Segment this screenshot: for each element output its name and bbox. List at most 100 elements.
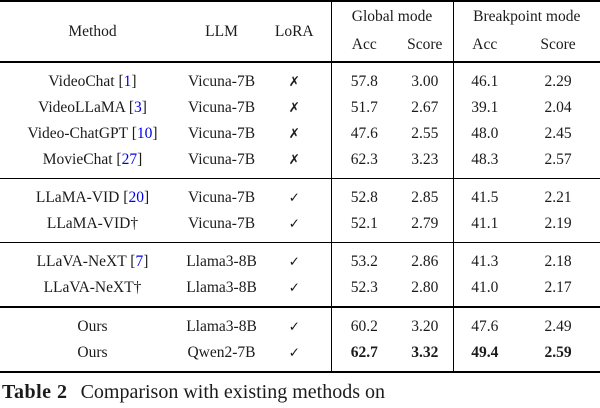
- global-score-cell: 2.85: [411, 189, 439, 206]
- lora-cell: ✗: [258, 147, 331, 179]
- lora-cell: ✓: [258, 340, 331, 372]
- col-header-method: Method: [68, 22, 117, 40]
- table-group: LLaVA-NeXT [7] Llama3-8B ✓ 53.2 2.86 41.3 2.18…: [0, 242, 600, 307]
- table-row: Ours Llama3-8B ✓ 60.2 3.20 47.6 2.49: [0, 307, 600, 340]
- checkmark-icon: ✓: [288, 319, 300, 335]
- citation-link[interactable]: 20: [128, 189, 144, 206]
- lora-cell: ✓: [258, 307, 331, 340]
- breakpoint-acc-cell: 49.4: [452, 340, 516, 372]
- global-score-cell: 3.23: [411, 151, 439, 168]
- checkmark-icon: ✓: [288, 345, 300, 361]
- breakpoint-score-cell: 2.49: [544, 318, 572, 335]
- table-group: VideoChat [1] Vicuna-7B ✗ 57.8 3.00 46.1 2.29 V…: [0, 62, 600, 179]
- citation-link[interactable]: 1: [123, 73, 132, 90]
- global-score-cell: 3.32: [411, 344, 439, 361]
- global-acc-cell: 62.3: [330, 147, 397, 179]
- method-cell: Ours: [77, 344, 108, 361]
- llm-cell: Vicuna-7B: [187, 125, 256, 142]
- table-row: Ours Qwen2-7B ✓ 62.7 3.32 49.4 2.59: [0, 340, 600, 372]
- checkmark-icon: ✓: [288, 216, 300, 232]
- col-header-llm: LLM: [205, 22, 238, 40]
- lora-cell: ✗: [258, 121, 331, 147]
- checkmark-icon: ✓: [288, 190, 300, 206]
- breakpoint-acc-cell: 41.1: [452, 211, 516, 243]
- table-group: LLaMA-VID [20] Vicuna-7B ✓ 52.8 2.85 41.5 2.21…: [0, 178, 600, 243]
- global-score-cell: 2.67: [411, 99, 439, 116]
- table-caption: Table 2 Comparison with existing methods …: [0, 380, 600, 404]
- global-acc-cell: 53.2: [330, 242, 397, 275]
- table-row: LLaMA-VID [20] Vicuna-7B ✓ 52.8 2.85 41.5 2.21: [0, 178, 600, 212]
- citation-link[interactable]: 3: [134, 99, 142, 116]
- global-acc-cell: 52.3: [330, 275, 397, 307]
- table-row: VideoChat [1] Vicuna-7B ✗ 57.8 3.00 46.1 2.29: [0, 62, 600, 95]
- breakpoint-score-cell: 2.29: [544, 73, 572, 90]
- method-cell: VideoChat [1]: [48, 73, 137, 90]
- table-row: LLaMA-VID† Vicuna-7B ✓ 52.1 2.79 41.1 2.19: [0, 211, 600, 243]
- cross-icon: ✗: [288, 74, 300, 90]
- breakpoint-score-cell: 2.59: [544, 344, 572, 361]
- lora-cell: ✓: [258, 243, 331, 276]
- llm-cell: Vicuna-7B: [187, 73, 256, 90]
- breakpoint-acc-cell: 48.3: [452, 147, 516, 179]
- global-score-cell: 3.00: [411, 73, 439, 90]
- table-group: Ours Llama3-8B ✓ 60.2 3.20 47.6 2.49 Ours Qwen2-…: [0, 307, 600, 372]
- global-acc-cell: 57.8: [330, 62, 397, 95]
- table-caption-label: Table 2: [2, 381, 68, 403]
- comparison-table: Method LLM LoRA Global mode Breakpoint m…: [0, 1, 600, 372]
- method-cell: LLaVA-NeXT [7]: [36, 253, 149, 270]
- llm-cell: Qwen2-7B: [187, 344, 256, 361]
- llm-cell: Llama3-8B: [186, 279, 257, 296]
- global-score-cell: 2.79: [411, 215, 439, 232]
- lora-cell: ✓: [258, 275, 331, 307]
- breakpoint-score-cell: 2.21: [544, 189, 572, 206]
- breakpoint-acc-cell: 47.6: [452, 307, 516, 340]
- breakpoint-score-cell: 2.04: [544, 99, 572, 116]
- method-cell: LLaMA-VID†: [46, 215, 139, 232]
- breakpoint-score-cell: 2.17: [544, 279, 572, 296]
- citation-link[interactable]: 27: [121, 151, 138, 168]
- method-cell: Ours: [77, 318, 108, 335]
- col-header-lora: LoRA: [274, 22, 314, 40]
- llm-cell: Vicuna-7B: [187, 151, 256, 168]
- global-acc-cell: 62.7: [330, 340, 397, 372]
- method-cell: LLaVA-NeXT†: [43, 279, 142, 296]
- global-score-cell: 2.86: [411, 253, 439, 270]
- col-header-breakpoint-acc: Acc: [452, 31, 516, 62]
- global-acc-cell: 51.7: [330, 95, 397, 121]
- breakpoint-acc-cell: 48.0: [452, 121, 516, 147]
- lora-cell: ✓: [258, 211, 331, 243]
- col-header-global-score: Score: [407, 35, 443, 53]
- breakpoint-acc-cell: 46.1: [452, 62, 516, 95]
- col-header-breakpoint-score: Score: [540, 35, 576, 53]
- breakpoint-score-cell: 2.19: [544, 215, 572, 232]
- breakpoint-score-cell: 2.45: [544, 125, 572, 142]
- method-cell: MovieChat [27]: [42, 151, 143, 168]
- breakpoint-score-cell: 2.57: [544, 151, 572, 168]
- global-acc-cell: 52.1: [330, 211, 397, 243]
- checkmark-icon: ✓: [288, 254, 300, 270]
- table-row: LLaVA-NeXT† Llama3-8B ✓ 52.3 2.80 41.0 2.17: [0, 275, 600, 307]
- llm-cell: Llama3-8B: [186, 318, 257, 335]
- global-acc-cell: 60.2: [330, 307, 397, 340]
- global-acc-cell: 47.6: [330, 121, 397, 147]
- breakpoint-score-cell: 2.18: [544, 253, 572, 270]
- cross-icon: ✗: [288, 100, 300, 116]
- global-score-cell: 3.20: [411, 318, 439, 335]
- method-cell: LLaMA-VID [20]: [35, 189, 150, 206]
- col-header-global-mode: Global mode: [330, 1, 453, 31]
- breakpoint-acc-cell: 41.3: [452, 242, 516, 275]
- table-row: MovieChat [27] Vicuna-7B ✗ 62.3 3.23 48.3 2.57: [0, 147, 600, 179]
- llm-cell: Vicuna-7B: [187, 99, 256, 116]
- lora-cell: ✓: [258, 179, 331, 212]
- table-caption-text: Comparison with existing methods on: [80, 381, 385, 403]
- table-row: VideoLLaMA [3] Vicuna-7B ✗ 51.7 2.67 39.1 2.04: [0, 95, 600, 121]
- col-header-breakpoint-mode: Breakpoint mode: [452, 1, 600, 31]
- breakpoint-acc-cell: 39.1: [452, 95, 516, 121]
- table-header: Method LLM LoRA Global mode Breakpoint m…: [0, 1, 600, 62]
- table-row: Video-ChatGPT [10] Vicuna-7B ✗ 47.6 2.55 48.0…: [0, 121, 600, 147]
- citation-link[interactable]: 7: [135, 253, 144, 270]
- lora-cell: ✗: [258, 95, 331, 121]
- llm-cell: Vicuna-7B: [187, 189, 256, 206]
- citation-link[interactable]: 10: [136, 125, 153, 142]
- breakpoint-acc-cell: 41.5: [452, 178, 516, 211]
